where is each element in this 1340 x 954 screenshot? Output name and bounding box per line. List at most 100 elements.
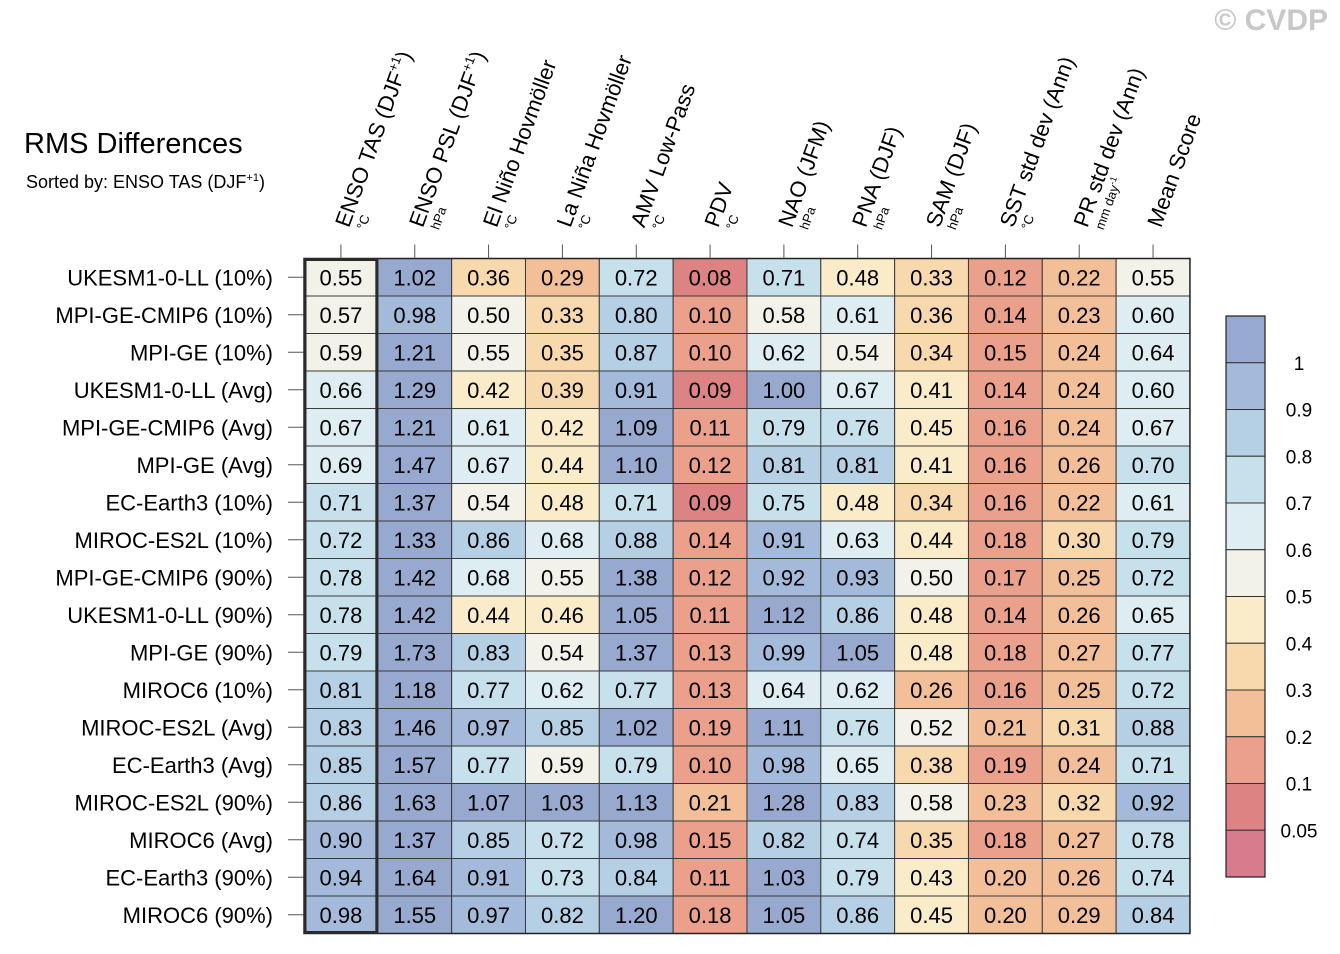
column-unit-sup: -1 [1107, 175, 1119, 186]
column-label-text: SST std dev (Ann) [995, 53, 1080, 230]
heatmap-cell [598, 858, 674, 897]
cell-value: 0.48 [836, 490, 879, 515]
heatmap-cell [598, 820, 674, 859]
row-label: MIROC-ES2L (10%) [75, 528, 273, 553]
heatmap-cell [746, 783, 822, 822]
cell-value: 0.92 [762, 565, 805, 590]
heatmap-cell [1115, 445, 1191, 484]
heatmap-cell [746, 370, 822, 409]
cell-value: 0.26 [1058, 453, 1101, 478]
colorbar-swatch [1225, 829, 1266, 878]
cell-value: 0.77 [1132, 640, 1175, 665]
cell-value: 0.87 [615, 340, 658, 365]
cell-value: 0.27 [1058, 828, 1101, 853]
cell-value: 1.42 [393, 603, 436, 628]
cell-value: 1.29 [393, 378, 436, 403]
cell-value: 0.13 [689, 640, 732, 665]
heatmap-cell [598, 595, 674, 634]
heatmap-cell [451, 670, 526, 709]
heatmap-cell [377, 595, 453, 634]
cell-value: 0.77 [467, 753, 510, 778]
cell-value: 1.57 [393, 753, 436, 778]
cell-value: 0.41 [910, 453, 953, 478]
heatmap-cell [1041, 858, 1117, 897]
heatmap-cell [894, 783, 969, 822]
cell-value: 0.72 [1132, 678, 1175, 703]
heatmap-cell [598, 483, 674, 522]
heatmap-cell [894, 258, 969, 297]
column-label-sup: +1 [385, 54, 404, 73]
cell-value: 0.15 [689, 828, 732, 853]
cell-value: 0.72 [320, 528, 363, 553]
cell-value: 0.23 [1058, 303, 1101, 328]
cell-value: 1.03 [541, 790, 584, 815]
heatmap-cell [524, 670, 600, 709]
heatmap-cell [377, 895, 453, 934]
heatmap-cell [451, 520, 526, 559]
cell-value: 0.99 [762, 640, 805, 665]
cell-value: 0.79 [615, 753, 658, 778]
heatmap-cell [967, 745, 1043, 784]
cell-value: 0.86 [467, 528, 510, 553]
cell-value: 0.20 [984, 903, 1027, 928]
cell-value: 0.74 [836, 828, 879, 853]
heatmap-cell [524, 258, 600, 297]
cell-value: 0.98 [393, 303, 436, 328]
cell-value: 0.31 [1058, 715, 1101, 740]
cell-value: 0.71 [615, 490, 658, 515]
cell-value: 0.60 [1132, 303, 1175, 328]
cell-value: 0.98 [762, 753, 805, 778]
cell-value: 0.26 [1058, 603, 1101, 628]
cell-value: 0.50 [467, 303, 510, 328]
heatmap-cell [524, 633, 600, 672]
heatmap-cell [820, 258, 896, 297]
cell-value: 0.72 [615, 265, 658, 290]
row-label: MPI-GE (10%) [130, 340, 273, 365]
heatmap-cell [820, 708, 896, 747]
cell-value: 0.09 [689, 378, 732, 403]
cell-value: 0.48 [910, 640, 953, 665]
cell-value: 0.67 [836, 378, 879, 403]
column-label: ENSO TAS (DJF+1) [329, 47, 417, 230]
heatmap-cell [598, 783, 674, 822]
row-label: EC-Earth3 (10%) [105, 490, 273, 515]
cell-value: 0.91 [762, 528, 805, 553]
cell-value: 0.73 [541, 865, 584, 890]
heatmap-cell [967, 520, 1043, 559]
heatmap-cell [451, 408, 526, 447]
cell-value: 1.37 [393, 490, 436, 515]
heatmap-cell [1115, 858, 1191, 897]
heatmap-cell [672, 858, 748, 897]
cell-value: 0.98 [615, 828, 658, 853]
heatmap-cell [524, 295, 600, 334]
cell-value: 0.14 [689, 528, 732, 553]
heatmap-cell [746, 858, 822, 897]
cell-value: 1.42 [393, 565, 436, 590]
cell-value: 1.33 [393, 528, 436, 553]
cell-value: 1.02 [615, 715, 658, 740]
cell-value: 1.21 [393, 340, 436, 365]
column-unit: °C [575, 213, 594, 232]
cell-value: 0.71 [1132, 753, 1175, 778]
cell-value: 0.79 [836, 865, 879, 890]
column-label: SST std dev (Ann) [995, 53, 1080, 230]
heatmap-cell [303, 783, 379, 822]
cell-value: 0.14 [984, 603, 1027, 628]
cell-value: 1.18 [393, 678, 436, 703]
heatmap-cell [894, 670, 969, 709]
column-label-text: AMV Low-Pass [625, 80, 700, 230]
cell-value: 0.18 [984, 528, 1027, 553]
row-label: MIROC-ES2L (Avg) [81, 715, 273, 740]
cell-value: 0.38 [910, 753, 953, 778]
colorbar-swatch [1225, 409, 1266, 457]
cell-value: 0.85 [541, 715, 584, 740]
column-label-sup: +1 [459, 54, 478, 73]
cell-value: 0.65 [1132, 603, 1175, 628]
column-label: AMV Low-Pass [625, 80, 700, 230]
cell-value: 0.67 [320, 415, 363, 440]
cell-value: 0.42 [467, 378, 510, 403]
heatmap-cell [894, 520, 969, 559]
cell-value: 0.59 [541, 753, 584, 778]
heatmap-cell [820, 483, 896, 522]
cell-value: 0.13 [689, 678, 732, 703]
